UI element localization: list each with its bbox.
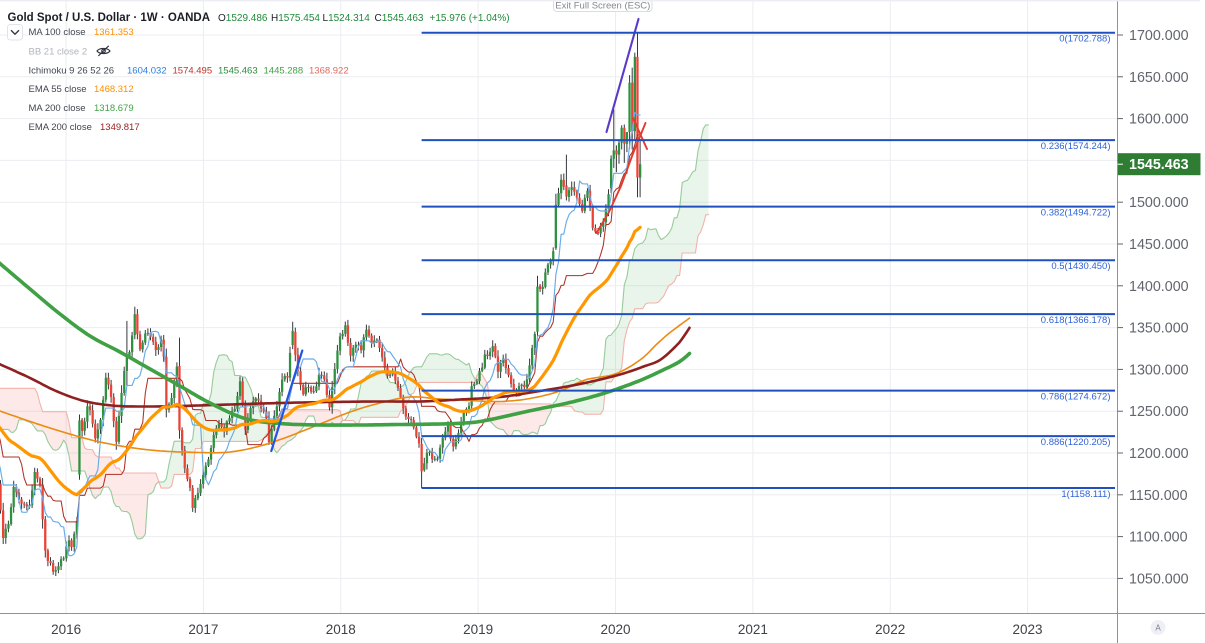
svg-text:1650.000: 1650.000 xyxy=(1129,70,1189,86)
svg-text:0.236(1574.244): 0.236(1574.244) xyxy=(1041,141,1111,152)
svg-text:1450.000: 1450.000 xyxy=(1129,237,1189,253)
svg-text:A: A xyxy=(1155,624,1161,633)
svg-text:1350.000: 1350.000 xyxy=(1129,321,1189,337)
svg-text:1700.000: 1700.000 xyxy=(1129,28,1189,44)
svg-text:2021: 2021 xyxy=(738,622,768,637)
svg-text:0.382(1494.722): 0.382(1494.722) xyxy=(1041,207,1111,218)
svg-text:1600.000: 1600.000 xyxy=(1129,112,1189,128)
svg-text:2018: 2018 xyxy=(326,622,356,637)
svg-text:0.5(1430.450): 0.5(1430.450) xyxy=(1051,261,1110,272)
svg-text:1500.000: 1500.000 xyxy=(1129,195,1189,211)
svg-text:1300.000: 1300.000 xyxy=(1129,362,1189,378)
svg-text:1050.000: 1050.000 xyxy=(1129,571,1189,587)
svg-text:2022: 2022 xyxy=(875,622,905,637)
svg-text:BB 21 close 2: BB 21 close 2 xyxy=(29,46,88,57)
svg-text:Gold Spot / U.S. Dollar · 1W ·: Gold Spot / U.S. Dollar · 1W · OANDA xyxy=(8,12,211,24)
svg-text:2023: 2023 xyxy=(1012,622,1042,637)
svg-text:1200.000: 1200.000 xyxy=(1129,446,1189,462)
svg-text:0(1702.788): 0(1702.788) xyxy=(1059,34,1110,45)
svg-text:L1524.314: L1524.314 xyxy=(323,13,371,24)
svg-text:Exit Full Screen (ESC): Exit Full Screen (ESC) xyxy=(555,0,650,11)
svg-text:2017: 2017 xyxy=(188,622,218,637)
svg-text:+15.976 (+1.04%): +15.976 (+1.04%) xyxy=(430,13,510,24)
svg-text:2016: 2016 xyxy=(51,622,81,637)
svg-text:C1545.463: C1545.463 xyxy=(375,13,424,24)
svg-text:1150.000: 1150.000 xyxy=(1129,488,1188,504)
svg-text:2020: 2020 xyxy=(600,622,630,637)
svg-text:1400.000: 1400.000 xyxy=(1129,279,1189,295)
svg-text:H1575.454: H1575.454 xyxy=(271,13,320,24)
svg-text:O1529.486: O1529.486 xyxy=(218,13,268,24)
svg-text:2019: 2019 xyxy=(463,622,493,637)
svg-text:1100.000: 1100.000 xyxy=(1129,530,1188,546)
svg-text:0.886(1220.205): 0.886(1220.205) xyxy=(1041,437,1111,448)
svg-text:0.618(1366.178): 0.618(1366.178) xyxy=(1041,315,1111,326)
svg-text:0.786(1274.672): 0.786(1274.672) xyxy=(1041,391,1111,402)
svg-text:1250.000: 1250.000 xyxy=(1129,404,1189,420)
svg-text:1545.463: 1545.463 xyxy=(1129,157,1189,173)
svg-text:1(1158.111): 1(1158.111) xyxy=(1061,489,1110,500)
